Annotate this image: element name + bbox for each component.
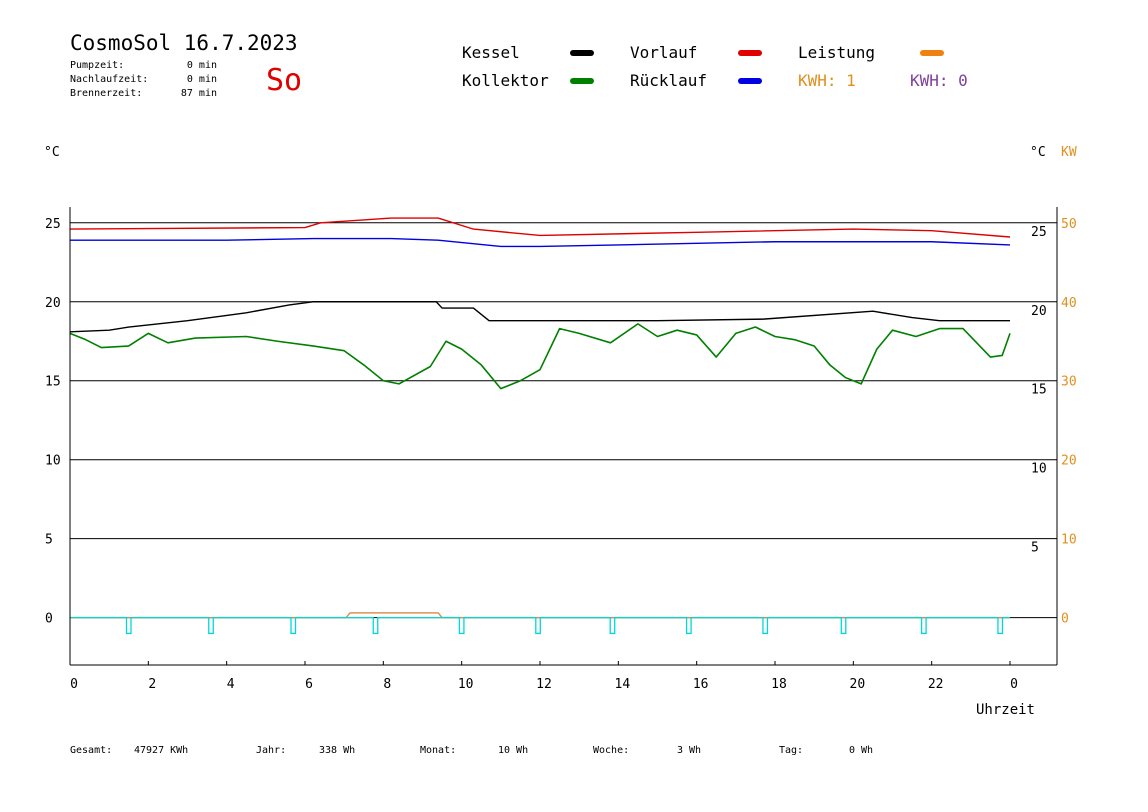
y-tick-label-right-kw: 20 bbox=[1061, 454, 1077, 469]
x-tick-label: 14 bbox=[615, 677, 631, 692]
footer-tag-label: Tag: bbox=[779, 745, 803, 756]
left-axis-unit: °C bbox=[44, 145, 60, 160]
page-title: CosmoSol 16.7.2023 bbox=[70, 31, 298, 55]
kwh-label-1: KWH: 1 bbox=[798, 71, 856, 90]
footer-woche-label: Woche: bbox=[593, 745, 629, 756]
y-tick-label-right-c: 10 bbox=[1031, 462, 1047, 477]
y-tick-label-left: 5 bbox=[45, 533, 53, 548]
grid-lines bbox=[70, 222, 1057, 619]
day-label: So bbox=[266, 63, 302, 98]
axes bbox=[69, 207, 1058, 666]
series-layer bbox=[69, 217, 1011, 635]
series-line-leistung bbox=[70, 612, 1010, 619]
plot-area: 0 2 4 6 8 10 12 14 16 18 20 22 0 0 5 10 15 20 25 5 10 15 20 25 0… bbox=[45, 207, 1077, 692]
series-line-kessel bbox=[69, 301, 1010, 333]
y-tick-label-left: 10 bbox=[45, 454, 61, 469]
x-tick-label: 0 bbox=[70, 677, 78, 692]
footer-tag-value: 0 Wh bbox=[849, 745, 873, 756]
footer-gesamt-value: 47927 KWh bbox=[134, 745, 188, 756]
series-line-pumpe bbox=[70, 616, 1010, 635]
x-tick-label: 0 bbox=[1010, 677, 1018, 692]
legend-label-kollektor: Kollektor bbox=[462, 71, 549, 90]
right-axis-unit-celsius: °C bbox=[1030, 145, 1046, 160]
y-tick-label-right-kw: 40 bbox=[1061, 296, 1077, 311]
x-tick-label: 20 bbox=[850, 677, 866, 692]
brennerzeit-value: 87 min bbox=[181, 88, 217, 99]
y-tick-label-left: 0 bbox=[45, 612, 53, 627]
series-line-kollektor bbox=[69, 323, 1011, 390]
x-tick-label: 16 bbox=[693, 677, 709, 692]
time-stats: Pumpzeit: 0 min Nachlaufzeit: 0 min Bren… bbox=[70, 60, 217, 99]
footer-gesamt-label: Gesamt: bbox=[70, 745, 112, 756]
pumpzeit-label: Pumpzeit: bbox=[70, 60, 124, 71]
y-tick-label-right-kw: 50 bbox=[1061, 217, 1077, 232]
y-tick-label-right-c: 25 bbox=[1031, 225, 1047, 240]
nachlaufzeit-value: 0 min bbox=[187, 74, 217, 85]
y-tick-label-right-c: 5 bbox=[1031, 541, 1039, 556]
legend-label-vorlauf: Vorlauf bbox=[630, 43, 697, 62]
y-tick-label-left: 25 bbox=[45, 217, 61, 232]
y-tick-label-right-c: 20 bbox=[1031, 304, 1047, 319]
y-tick-label-right-kw: 0 bbox=[1061, 612, 1069, 627]
tick-labels: 0 2 4 6 8 10 12 14 16 18 20 22 0 0 5 10 15 20 25 5 10 15 20 25 0… bbox=[45, 217, 1077, 692]
x-tick-label: 2 bbox=[148, 677, 156, 692]
x-tick-label: 8 bbox=[383, 677, 391, 692]
kwh-label-2: KWH: 0 bbox=[910, 71, 968, 90]
y-tick-label-right-kw: 10 bbox=[1061, 533, 1077, 548]
brennerzeit-label: Brennerzeit: bbox=[70, 88, 142, 99]
x-tick-label: 6 bbox=[305, 677, 313, 692]
series-line-r-cklauf bbox=[70, 237, 1011, 248]
footer-monat-value: 10 Wh bbox=[498, 745, 528, 756]
legend-label-leistung: Leistung bbox=[798, 43, 875, 62]
legend-label-kessel: Kessel bbox=[462, 43, 520, 62]
y-tick-label-right-kw: 30 bbox=[1061, 375, 1077, 390]
footer-woche-value: 3 Wh bbox=[677, 745, 701, 756]
footer-jahr-value: 338 Wh bbox=[319, 745, 355, 756]
x-tick-label: 4 bbox=[227, 677, 235, 692]
y-tick-label-left: 15 bbox=[45, 375, 61, 390]
x-tick-label: 18 bbox=[771, 677, 787, 692]
nachlaufzeit-label: Nachlaufzeit: bbox=[70, 74, 148, 85]
right-axis-unit-kw: KW bbox=[1061, 145, 1077, 160]
legend-label-ruecklauf: Rücklauf bbox=[630, 71, 707, 90]
x-tick-label: 22 bbox=[928, 677, 944, 692]
y-tick-label-left: 20 bbox=[45, 296, 61, 311]
pumpzeit-value: 0 min bbox=[187, 60, 217, 71]
y-tick-label-right-c: 15 bbox=[1031, 383, 1047, 398]
series-line-vorlauf bbox=[69, 217, 1011, 238]
footer-monat-label: Monat: bbox=[420, 745, 456, 756]
x-tick-label: 10 bbox=[458, 677, 474, 692]
x-tick-label: 12 bbox=[536, 677, 552, 692]
footer-jahr-label: Jahr: bbox=[256, 745, 286, 756]
x-axis-label: Uhrzeit bbox=[976, 702, 1035, 718]
legend: Kessel Vorlauf Leistung Kollektor Rückla… bbox=[462, 43, 968, 90]
footer-totals: Gesamt: 47927 KWh Jahr: 338 Wh Monat: 10… bbox=[70, 745, 873, 756]
